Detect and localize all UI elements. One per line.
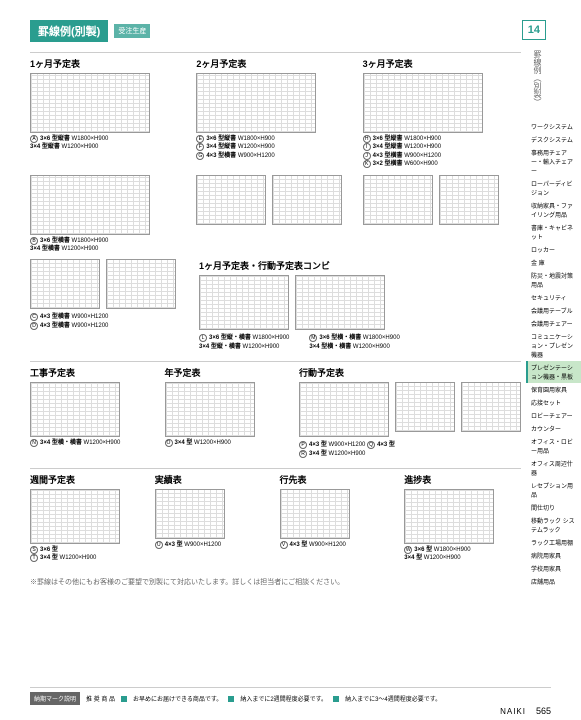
thumb — [395, 382, 455, 432]
sidebar-item[interactable]: 会議用テーブル — [526, 304, 581, 317]
brand: NAIKI — [500, 707, 526, 716]
block-title: 3ヶ月予定表 — [363, 57, 521, 70]
sidebar-item[interactable]: ラック工場用棚 — [526, 536, 581, 549]
sidebar: ワークシステムデスクシステム事務用チェアー・輸入チェアーローパーディビジョン収納… — [526, 120, 581, 588]
sidebar-item[interactable]: 店舗用品 — [526, 575, 581, 588]
thumb — [295, 275, 385, 330]
page-header: 罫線例(別製) 受注生産 — [30, 20, 521, 42]
sidebar-item[interactable]: 書庫・キャビネット — [526, 221, 581, 243]
thumb — [363, 175, 433, 225]
block-title: 行先表 — [280, 473, 397, 486]
sidebar-item[interactable]: 金 庫 — [526, 256, 581, 269]
thumb — [199, 275, 289, 330]
block-title: 行動予定表 — [299, 366, 521, 379]
sidebar-item[interactable]: ロビーチェアー — [526, 409, 581, 422]
page-tab-label: 罫線例（別製） — [532, 50, 543, 106]
sidebar-item[interactable]: デスクシステム — [526, 133, 581, 146]
page-number: 565 — [536, 706, 551, 716]
block-title: 2ヶ月予定表 — [196, 57, 354, 70]
thumb — [363, 73, 483, 133]
thumb — [404, 489, 494, 544]
sidebar-item[interactable]: 病院用家具 — [526, 549, 581, 562]
thumb — [30, 175, 150, 235]
sidebar-item[interactable]: 会議用チェアー — [526, 317, 581, 330]
sidebar-item[interactable]: ローパーディビジョン — [526, 177, 581, 199]
sidebar-item[interactable]: ワークシステム — [526, 120, 581, 133]
thumb — [106, 259, 176, 309]
thumb — [272, 175, 342, 225]
thumb — [165, 382, 255, 437]
thumb — [30, 73, 150, 133]
block-title: 1ヶ月予定表 — [30, 57, 188, 70]
sidebar-item[interactable]: ロッカー — [526, 243, 581, 256]
thumb — [30, 259, 100, 309]
sidebar-item[interactable]: 事務用チェアー・輸入チェアー — [526, 146, 581, 177]
sidebar-item[interactable]: コミュニケーション・プレゼン機器 — [526, 330, 581, 361]
thumb — [196, 175, 266, 225]
header-title: 罫線例(別製) — [30, 20, 108, 42]
row-monthly: 1ヶ月予定表 A3×6 型縦書 W1800×H900 3×4 型縦書 W1200… — [30, 57, 521, 169]
footer-note: ※罫線はその他にもお客様のご要望で別製にて対応いたします。詳しくは担当者にご相談… — [30, 577, 521, 587]
sidebar-item[interactable]: 間仕切り — [526, 501, 581, 514]
block-title: 1ヶ月予定表・行動予定表コンビ — [199, 259, 521, 272]
block-title: 実績表 — [155, 473, 272, 486]
sidebar-item[interactable]: オフィス周辺什器 — [526, 457, 581, 479]
sidebar-item[interactable]: 学校用家具 — [526, 562, 581, 575]
page-tab: 14 — [522, 20, 546, 40]
block-title: 工事予定表 — [30, 366, 157, 379]
sidebar-item[interactable]: レセプション用品 — [526, 479, 581, 501]
header-badge: 受注生産 — [114, 24, 150, 38]
bottom-label: 納期マーク説明 — [30, 692, 80, 705]
sidebar-item[interactable]: カウンター — [526, 422, 581, 435]
block-title: 年予定表 — [165, 366, 292, 379]
block-title: 進捗表 — [404, 473, 521, 486]
sidebar-item[interactable]: 防災・地震対策用品 — [526, 269, 581, 291]
sidebar-item[interactable]: セキュリティ — [526, 291, 581, 304]
thumb — [299, 382, 389, 437]
sidebar-item[interactable]: オフィス・ロビー用品 — [526, 435, 581, 457]
thumb — [280, 489, 350, 539]
thumb — [30, 489, 120, 544]
sidebar-item[interactable]: 収納家具・ファイリング用品 — [526, 199, 581, 221]
thumb — [461, 382, 521, 432]
sidebar-item[interactable]: プレゼンテーション機器・黒板 — [526, 361, 581, 383]
thumb — [439, 175, 499, 225]
thumb — [196, 73, 316, 133]
sidebar-item[interactable]: 保育園用家具 — [526, 383, 581, 396]
thumb — [155, 489, 225, 539]
sidebar-item[interactable]: 移動ラック システムラック — [526, 514, 581, 536]
thumb — [30, 382, 120, 437]
bottom-bar: 納期マーク説明 推 奨 商 品 お早めにお届けできる商品です。 納入までに2週間… — [30, 687, 551, 705]
sidebar-item[interactable]: 応接セット — [526, 396, 581, 409]
block-title: 週間予定表 — [30, 473, 147, 486]
